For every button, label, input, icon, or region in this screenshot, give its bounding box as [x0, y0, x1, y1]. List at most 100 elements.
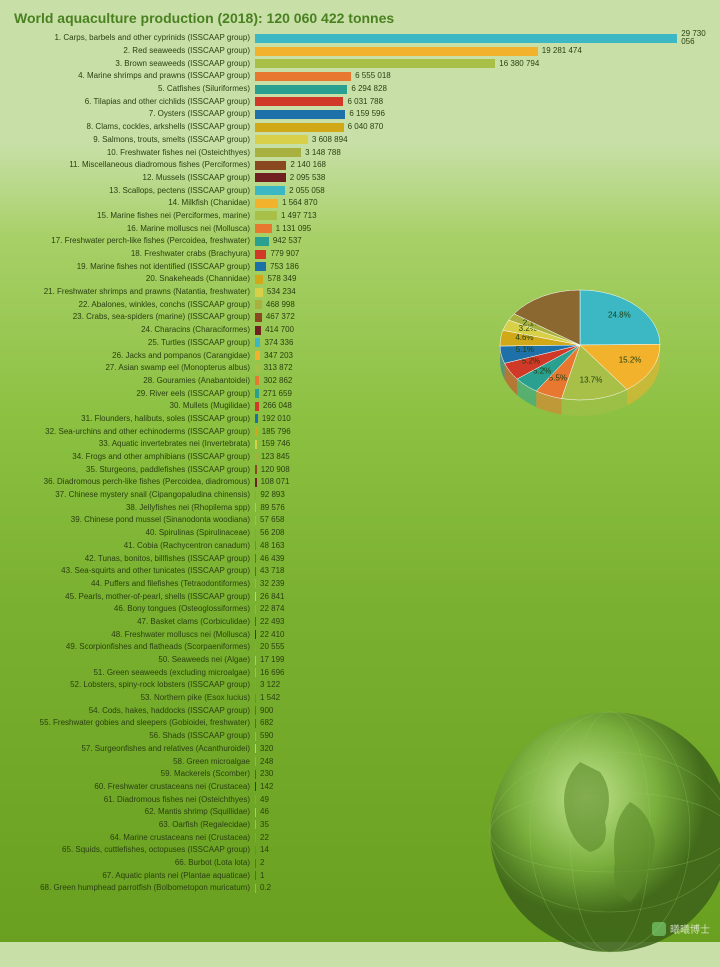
bar-value: 6 040 870 — [348, 123, 384, 131]
bar-row: 50. Seaweeds nei (Algae)17 199 — [255, 654, 720, 667]
bar — [255, 770, 256, 779]
bar — [255, 135, 308, 144]
bar-label: 41. Cobia (Rachycentron canadum) — [0, 542, 250, 550]
bar-value: 468 998 — [266, 301, 295, 309]
bar-value: 900 — [260, 707, 273, 715]
bar-row: 48. Freshwater molluscs nei (Mollusca)22… — [255, 628, 720, 641]
bar-label: 53. Northern pike (Esox lucius) — [0, 694, 250, 702]
bar-label: 28. Gouramies (Anabantoidei) — [0, 377, 250, 385]
bar — [255, 47, 538, 56]
bar-row: 13. Scallops, pectens (ISSCAAP group)2 0… — [255, 184, 720, 197]
bar-value: 35 — [260, 821, 269, 829]
bar — [255, 161, 286, 170]
bar-row: 51. Green seaweeds (excluding microalgae… — [255, 666, 720, 679]
bar-label: 32. Sea-urchins and other echinoderms (I… — [0, 428, 250, 436]
bar-row: 11. Miscellaneous diadromous fishes (Per… — [255, 159, 720, 172]
bar-label: 1. Carps, barbels and other cyprinids (I… — [0, 34, 250, 42]
bar-value: 19 281 474 — [542, 47, 582, 55]
bar-value: 20 555 — [260, 643, 284, 651]
bar — [255, 795, 256, 804]
bar-label: 15. Marine fishes nei (Perciformes, mari… — [0, 212, 250, 220]
bar-value: 1 542 — [260, 694, 280, 702]
bar-label: 18. Freshwater crabs (Brachyura) — [0, 250, 250, 258]
bar-row: 45. Pearls, mother-of-pearl, shells (ISS… — [255, 590, 720, 603]
bar-value: 48 163 — [260, 542, 284, 550]
bar-label: 58. Green microalgae — [0, 758, 250, 766]
bar-row: 38. Jellyfishes nei (Rhopilema spp)89 57… — [255, 501, 720, 514]
bar-value: 43 718 — [260, 567, 284, 575]
bar-row: 12. Mussels (ISSCAAP group)2 095 538 — [255, 172, 720, 185]
bar-label: 57. Surgeonfishes and relatives (Acanthu… — [0, 745, 250, 753]
bar — [255, 173, 286, 182]
bar-label: 64. Marine crustaceans nei (Crustacea) — [0, 834, 250, 842]
bar-label: 27. Asian swamp eel (Monopterus albus) — [0, 364, 250, 372]
bar — [255, 744, 256, 753]
bar-label: 14. Milkfish (Chanidae) — [0, 199, 250, 207]
bar — [255, 300, 262, 309]
bar — [255, 643, 256, 652]
bar-row: 33. Aquatic invertebrates nei (Invertebr… — [255, 438, 720, 451]
bar-label: 67. Aquatic plants nei (Plantae aquatica… — [0, 872, 250, 880]
bar — [255, 757, 256, 766]
bar-row: 35. Sturgeons, paddlefishes (ISSCAAP gro… — [255, 463, 720, 476]
bar-row: 37. Chinese mystery snail (Cipangopaludi… — [255, 489, 720, 502]
bar-label: 23. Crabs, sea-spiders (marine) (ISSCAAP… — [0, 313, 250, 321]
bar-value: 89 576 — [260, 504, 284, 512]
bar-value: 192 010 — [262, 415, 291, 423]
bar-value: 6 159 596 — [349, 110, 385, 118]
bar-label: 46. Bony tongues (Osteoglossiformes) — [0, 605, 250, 613]
bar-label: 13. Scallops, pectens (ISSCAAP group) — [0, 187, 250, 195]
bar — [255, 402, 259, 411]
bar — [255, 148, 301, 157]
bar — [255, 630, 256, 639]
bar-label: 39. Chinese pond mussel (Sinanodonta woo… — [0, 516, 250, 524]
bar — [255, 250, 266, 259]
bar-value: 230 — [260, 770, 273, 778]
bar-label: 49. Scorpionfishes and flatheads (Scorpa… — [0, 643, 250, 651]
bar — [255, 567, 256, 576]
bar — [255, 516, 256, 525]
bar — [255, 237, 269, 246]
bar-label: 31. Flounders, halibuts, soles (ISSCAAP … — [0, 415, 250, 423]
bar-row: 49. Scorpionfishes and flatheads (Scorpa… — [255, 641, 720, 654]
bar-value: 142 — [260, 783, 273, 791]
bar-value: 1 497 713 — [281, 212, 317, 220]
bar — [255, 554, 256, 563]
bar-label: 22. Abalones, winkles, conchs (ISSCAAP g… — [0, 301, 250, 309]
bar-value: 2 — [260, 859, 264, 867]
bar — [255, 364, 260, 373]
bar-value: 347 203 — [264, 352, 293, 360]
bar-value: 22 — [260, 834, 269, 842]
bar-value: 2 055 058 — [289, 187, 325, 195]
bar — [255, 110, 345, 119]
bar-value: 942 537 — [273, 237, 302, 245]
bar — [255, 313, 262, 322]
bar — [255, 97, 343, 106]
bar-value: 1 — [260, 872, 264, 880]
bar-label: 47. Basket clams (Corbiculidae) — [0, 618, 250, 626]
bar — [255, 262, 266, 271]
bar — [255, 211, 277, 220]
wechat-icon — [652, 922, 666, 936]
bar-value: 16 380 794 — [499, 60, 539, 68]
bar-row: 5. Catfishes (Siluriformes)6 294 828 — [255, 83, 720, 96]
bar-label: 26. Jacks and pompanos (Carangidae) — [0, 352, 250, 360]
bar — [255, 288, 263, 297]
bar — [255, 186, 285, 195]
bar-value: 57 658 — [260, 516, 284, 524]
bar-value: 753 186 — [270, 263, 299, 271]
bar-label: 40. Spirulinas (Spirulinaceae) — [0, 529, 250, 537]
bar-label: 44. Puffers and filefishes (Tetraodontif… — [0, 580, 250, 588]
bar-label: 25. Turtles (ISSCAAP group) — [0, 339, 250, 347]
bar-row: 40. Spirulinas (Spirulinaceae)56 208 — [255, 527, 720, 540]
bar-row: 41. Cobia (Rachycentron canadum)48 163 — [255, 540, 720, 553]
bar-label: 36. Diadromous perch-like fishes (Percoi… — [0, 478, 250, 486]
bar-label: 17. Freshwater perch-like fishes (Percoi… — [0, 237, 250, 245]
bar-row: 9. Salmons, trouts, smelts (ISSCAAP grou… — [255, 134, 720, 147]
bar-value: 590 — [260, 732, 273, 740]
pie-label: 15.2% — [619, 355, 642, 364]
bar-row: 6. Tilapias and other cichlids (ISSCAAP … — [255, 95, 720, 108]
bar-label: 68. Green humphead parrotfish (Bolbometo… — [0, 884, 250, 892]
bar-value: 2 140 168 — [290, 161, 326, 169]
bar-row: 39. Chinese pond mussel (Sinanodonta woo… — [255, 514, 720, 527]
